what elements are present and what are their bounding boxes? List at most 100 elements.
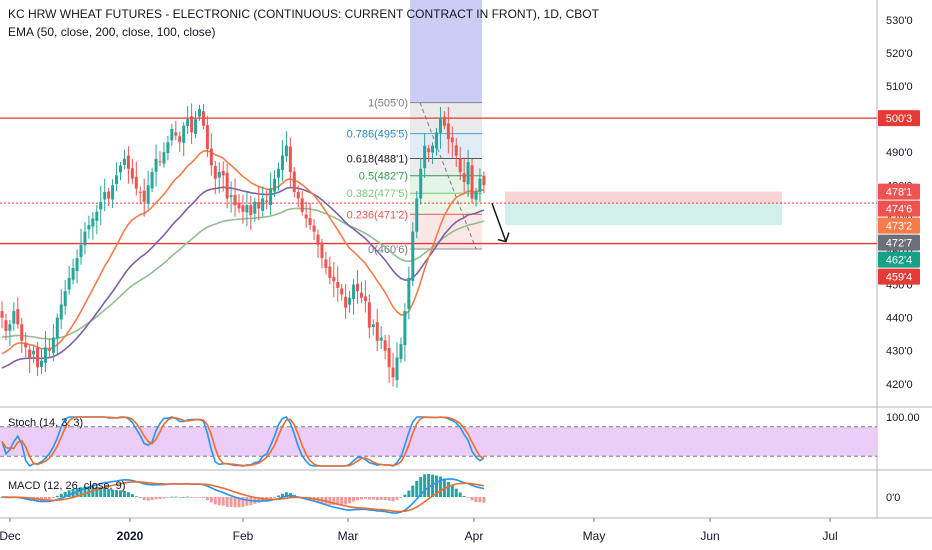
price-tag-label: 473'2	[886, 221, 913, 233]
candle-body	[99, 201, 103, 210]
candle-body	[154, 158, 158, 172]
macd-histogram-bar	[395, 497, 399, 500]
macd-histogram-bar	[411, 485, 415, 497]
price-tag	[878, 200, 920, 217]
candle-body	[269, 188, 273, 206]
ema-100-line	[1, 186, 485, 369]
macd-histogram-bar	[446, 481, 450, 497]
time-axis-label: Apr	[465, 529, 484, 543]
price-tag-label: 500'3	[886, 113, 913, 125]
candle-body	[387, 347, 391, 368]
candle-body	[292, 171, 296, 192]
candle-body	[201, 111, 205, 126]
macd-indicator-label[interactable]: MACD (12, 26, close, 9)	[8, 480, 126, 492]
candle-body	[482, 175, 486, 186]
candle-body	[162, 152, 166, 164]
candle-body	[158, 161, 162, 163]
candle-body	[466, 162, 470, 185]
macd-histogram-bar	[399, 497, 403, 498]
macd-histogram-bar	[229, 497, 233, 508]
price-tag	[878, 217, 920, 234]
candle-body	[419, 168, 423, 199]
macd-histogram-bar	[126, 492, 130, 497]
candle-body	[170, 129, 174, 141]
price-tag-label: 459'4	[886, 272, 913, 284]
macd-histogram-bar	[462, 495, 466, 497]
candle-body	[371, 324, 375, 328]
macd-histogram-bar	[107, 488, 111, 497]
macd-histogram-bar	[103, 487, 107, 497]
candle-body	[229, 195, 233, 198]
macd-histogram-bar	[122, 490, 126, 497]
candle-body	[87, 225, 91, 230]
candle-body	[450, 137, 454, 143]
time-axis-label: Dec	[0, 529, 21, 543]
candle-body	[55, 317, 59, 339]
candle-body	[122, 158, 126, 165]
ema-indicator-label[interactable]: EMA (50, close, 200, close, 100, close)	[8, 25, 216, 39]
candle-body	[130, 168, 134, 179]
candle-body	[324, 259, 328, 269]
time-axis-label: Mar	[338, 529, 359, 543]
candle-body	[312, 225, 316, 232]
candle-body	[12, 311, 16, 324]
macd-histogram-bar	[59, 493, 63, 497]
macd-histogram-bar	[438, 476, 442, 497]
macd-histogram-bar	[67, 490, 71, 497]
price-axis-tick: 420'0	[886, 379, 913, 391]
candle-body	[352, 284, 356, 299]
candle-body	[328, 266, 332, 278]
macd-histogram-bar	[419, 477, 423, 497]
macd-histogram-bar	[158, 497, 162, 499]
macd-histogram-bar	[51, 497, 55, 498]
macd-histogram-bar	[237, 497, 241, 508]
candle-body	[395, 357, 399, 380]
fib-zone	[410, 193, 482, 215]
macd-histogram-bar	[340, 497, 344, 505]
macd-histogram-bar	[348, 497, 352, 504]
candle-body	[415, 198, 419, 232]
macd-histogram-bar	[423, 474, 427, 497]
macd-histogram-bar	[83, 486, 87, 497]
projection-arrowhead	[497, 232, 510, 243]
candle-body	[257, 202, 261, 209]
candle-body	[174, 132, 178, 136]
fib-trend-line	[419, 102, 477, 250]
candle-body	[332, 277, 336, 282]
stoch-indicator-label[interactable]: Stoch (14, 3, 3)	[8, 417, 84, 429]
macd-histogram-bar	[43, 497, 47, 500]
candle-body	[198, 109, 201, 117]
macd-histogram-bar	[138, 497, 142, 499]
candle-body	[359, 292, 363, 298]
macd-histogram-bar	[111, 489, 115, 497]
candle-body	[273, 178, 277, 192]
price-axis-tick: 520'0	[886, 48, 913, 60]
macd-histogram-bar	[221, 497, 225, 506]
candle-body	[36, 347, 40, 368]
candle-body	[71, 268, 75, 280]
macd-histogram-bar	[150, 497, 154, 501]
macd-histogram-bar	[142, 497, 146, 501]
candle-body	[367, 302, 371, 328]
candle-body	[300, 198, 304, 212]
candle-body	[43, 347, 47, 363]
macd-histogram-bar	[352, 497, 356, 502]
candle-body	[209, 148, 213, 166]
price-tag	[878, 251, 920, 268]
time-axis-label: Feb	[233, 529, 254, 543]
candle-body	[40, 360, 43, 367]
fib-level-label: 0.618(488'1)	[347, 153, 408, 165]
candle-body	[470, 165, 474, 199]
macd-histogram-bar	[119, 490, 122, 497]
candle-body	[8, 324, 12, 331]
fib-zone	[410, 133, 482, 159]
price-tag-label: 472'7	[886, 238, 913, 250]
price-axis-tick: 530'0	[886, 15, 913, 27]
candle-body	[277, 168, 280, 178]
candle-body	[205, 125, 209, 149]
candle-body	[51, 337, 55, 354]
macd-histogram-bar	[79, 487, 83, 497]
price-tag	[878, 183, 920, 200]
candle-body	[403, 311, 407, 346]
